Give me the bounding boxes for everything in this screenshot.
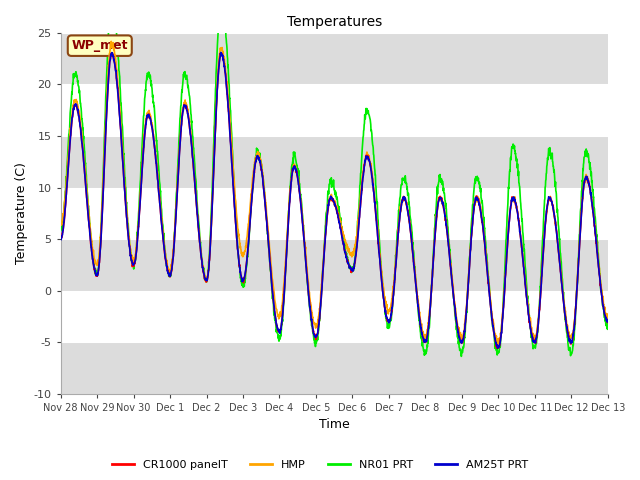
CR1000 panelT <box>588 202 596 207</box>
HMP <box>108 38 115 44</box>
CR1000 panelT <box>84 216 92 222</box>
HMP <box>57 222 65 228</box>
HMP <box>84 209 92 215</box>
AM25T PRT <box>488 314 495 320</box>
HMP <box>495 341 502 347</box>
Line: HMP: HMP <box>61 41 608 344</box>
AM25T PRT <box>217 49 225 55</box>
Line: NR01 PRT: NR01 PRT <box>61 0 608 356</box>
Legend: CR1000 panelT, HMP, NR01 PRT, AM25T PRT: CR1000 panelT, HMP, NR01 PRT, AM25T PRT <box>107 456 533 474</box>
AM25T PRT <box>308 324 316 329</box>
CR1000 panelT <box>323 216 331 221</box>
NR01 PRT <box>604 326 612 332</box>
HMP <box>588 202 596 207</box>
CR1000 panelT <box>493 346 500 351</box>
AM25T PRT <box>323 214 331 220</box>
NR01 PRT <box>84 203 92 208</box>
Text: WP_met: WP_met <box>72 39 128 52</box>
AM25T PRT <box>589 204 596 209</box>
NR01 PRT <box>308 324 316 330</box>
Bar <box>61 188 608 239</box>
NR01 PRT <box>588 182 596 188</box>
CR1000 panelT <box>308 323 316 328</box>
Y-axis label: Temperature (C): Temperature (C) <box>15 162 28 264</box>
AM25T PRT <box>84 217 92 223</box>
CR1000 panelT <box>589 204 596 210</box>
HMP <box>323 210 331 216</box>
NR01 PRT <box>488 317 496 323</box>
Title: Temperatures: Temperatures <box>287 15 382 29</box>
NR01 PRT <box>57 228 65 233</box>
CR1000 panelT <box>488 313 495 319</box>
NR01 PRT <box>323 207 331 213</box>
CR1000 panelT <box>604 320 612 325</box>
Line: AM25T PRT: AM25T PRT <box>61 52 608 348</box>
AM25T PRT <box>604 317 612 323</box>
CR1000 panelT <box>218 50 225 56</box>
Bar <box>61 84 608 136</box>
HMP <box>604 313 612 319</box>
HMP <box>488 309 495 314</box>
Line: CR1000 panelT: CR1000 panelT <box>61 53 608 348</box>
AM25T PRT <box>57 237 65 243</box>
AM25T PRT <box>493 345 501 351</box>
NR01 PRT <box>458 353 465 359</box>
X-axis label: Time: Time <box>319 419 349 432</box>
AM25T PRT <box>588 203 596 209</box>
CR1000 panelT <box>57 236 65 241</box>
HMP <box>589 207 596 213</box>
HMP <box>308 315 316 321</box>
Bar <box>61 291 608 342</box>
NR01 PRT <box>589 188 596 193</box>
